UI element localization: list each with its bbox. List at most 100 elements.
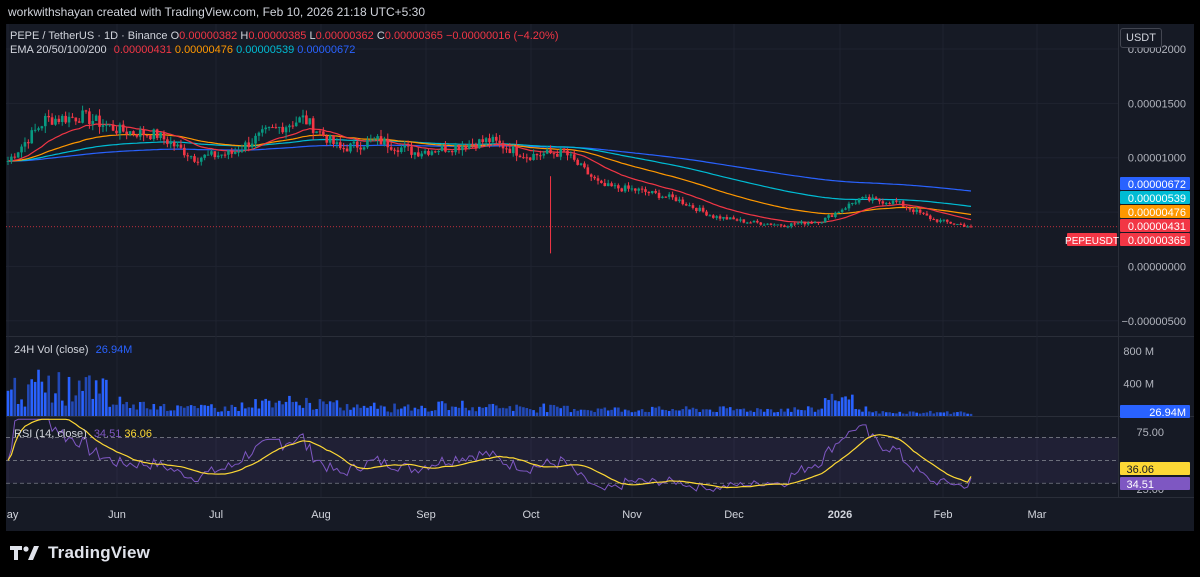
candle-body xyxy=(244,142,247,150)
volume-bar xyxy=(705,409,708,416)
volume-bar xyxy=(779,408,783,416)
volume-bar xyxy=(467,410,471,416)
volume-bar xyxy=(925,412,929,416)
volume-bar xyxy=(735,408,739,416)
candle-body xyxy=(959,223,963,225)
volume-bar xyxy=(461,400,464,416)
volume-bar xyxy=(898,411,902,416)
volume-label-text: 26.94M xyxy=(1149,407,1186,419)
volume-bar xyxy=(362,405,366,416)
price-tick-label: 0.00001000 xyxy=(1128,153,1186,165)
candle-body xyxy=(294,122,298,127)
volume-bar xyxy=(379,405,383,416)
volume-bar xyxy=(135,409,139,416)
volume-bar xyxy=(498,408,501,416)
volume-bar xyxy=(698,412,702,416)
volume-bar xyxy=(213,407,217,416)
volume-bar xyxy=(830,393,834,416)
candle-body xyxy=(298,117,301,123)
candle-body xyxy=(132,131,135,135)
candle-body xyxy=(88,111,91,125)
candle-body xyxy=(644,189,647,192)
volume-bar xyxy=(559,408,563,416)
volume-bar xyxy=(179,406,183,416)
volume-bar xyxy=(162,403,166,416)
candle-body xyxy=(118,124,122,134)
price-label-box xyxy=(1120,177,1190,190)
volume-bar xyxy=(566,405,569,416)
candle-body xyxy=(474,144,478,149)
price-tick-label: 0.00001500 xyxy=(1128,98,1186,110)
volume-bar xyxy=(867,411,871,416)
volume-bar xyxy=(54,393,57,416)
volume-bar xyxy=(416,409,420,416)
candle-body xyxy=(67,116,71,123)
candle-body xyxy=(494,136,498,141)
candle-body xyxy=(196,161,200,163)
candle-body xyxy=(60,115,64,123)
volume-bar xyxy=(288,395,291,416)
volume-bar xyxy=(308,402,312,416)
volume-bar xyxy=(827,399,830,416)
volume-bar xyxy=(176,405,179,416)
candle-body xyxy=(935,219,939,222)
volume-bar xyxy=(345,404,349,416)
candle-body xyxy=(925,213,929,216)
rsi-legend: RSI (14, close) 34.51 36.06 xyxy=(14,428,152,440)
volume-bar xyxy=(606,410,610,416)
candle-body xyxy=(918,209,922,213)
candle-body xyxy=(586,167,590,175)
volume-bar xyxy=(430,410,434,416)
volume-bar xyxy=(854,409,858,416)
candle-body xyxy=(366,140,369,148)
time-tick-label: May xyxy=(6,509,19,521)
candle-body xyxy=(956,223,959,225)
volume-bar xyxy=(403,406,407,416)
candle-body xyxy=(193,156,196,162)
candle-body xyxy=(433,151,437,153)
candle-body xyxy=(10,156,13,162)
candle-body xyxy=(539,155,542,157)
volume-bar xyxy=(454,406,457,416)
volume-bar xyxy=(142,401,145,416)
volume-bar xyxy=(823,398,827,416)
candle-body xyxy=(545,149,549,154)
volume-label: 24H Vol (close) xyxy=(14,344,89,356)
candle-body xyxy=(715,216,718,218)
volume-bar xyxy=(532,410,535,416)
volume-bar xyxy=(515,404,518,416)
volume-bar xyxy=(942,412,946,416)
volume-bar xyxy=(396,409,400,416)
volume-bar xyxy=(183,407,186,416)
candle-body xyxy=(359,147,362,150)
candle-body xyxy=(277,126,281,128)
volume-bar xyxy=(267,400,271,416)
currency-button[interactable]: USDT xyxy=(1120,28,1162,48)
volume-bar xyxy=(766,408,769,416)
volume-bar xyxy=(508,406,512,416)
candle-body xyxy=(929,215,932,220)
volume-bar xyxy=(929,410,932,416)
volume-bar xyxy=(789,411,793,416)
volume-bar xyxy=(91,398,95,416)
candle-body xyxy=(600,180,603,183)
volume-bar xyxy=(840,397,844,416)
volume-bar xyxy=(155,409,159,416)
chart-svg[interactable]: 0.000020000.000015000.000010000.00000500… xyxy=(6,24,1194,531)
volume-bar xyxy=(932,413,936,416)
chart-panel[interactable]: 0.000020000.000015000.000010000.00000500… xyxy=(6,24,1194,531)
volume-bar xyxy=(481,407,485,416)
candle-body xyxy=(671,194,674,198)
volume-bar xyxy=(322,401,325,416)
volume-bar xyxy=(637,410,640,416)
open-label: O xyxy=(170,30,180,42)
candle-body xyxy=(464,146,468,149)
volume-bar xyxy=(74,395,78,416)
volume-bar xyxy=(220,411,223,416)
volume-bar xyxy=(739,409,742,416)
candle-body xyxy=(898,201,902,203)
candle-body xyxy=(271,127,274,129)
volume-bar xyxy=(6,390,10,416)
price-label-box xyxy=(1120,233,1190,246)
volume-bar xyxy=(966,413,969,416)
